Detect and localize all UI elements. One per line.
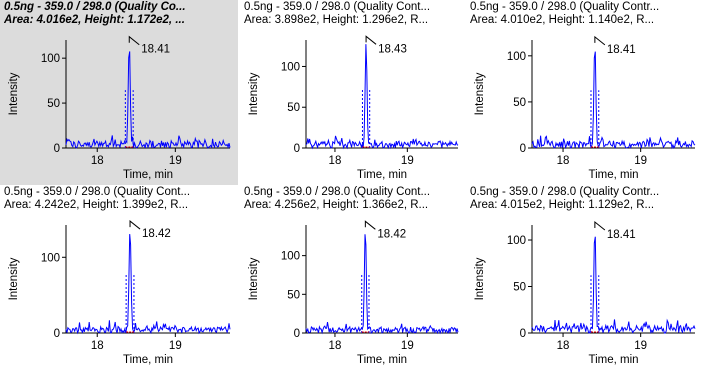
chromatogram-panel[interactable]: 0.5ng - 359.0 / 298.0 (Quality Contr... A… [466,0,701,185]
chromatogram-panel[interactable]: 0.5ng - 359.0 / 298.0 (Quality Cont... Ar… [240,185,464,370]
x-tick-label: 19 [401,340,414,352]
peak-label: 18.41 [607,229,636,241]
y-tick-label: 0 [520,328,526,340]
chromatogram-panel[interactable]: 0.5ng - 359.0 / 298.0 (Quality Co... Area… [0,0,238,185]
plot-axes [305,40,458,149]
y-axis-label: Intensity [474,72,486,116]
plot-axes [531,225,695,334]
x-tick-label: 18 [329,340,342,352]
x-tick-label: 19 [169,155,182,167]
chromatogram-plot[interactable]: 0 50 100 18 19 18.41 [0,0,238,185]
y-tick-label: 100 [41,53,60,65]
peak-marker [594,220,606,231]
y-tick-label: 100 [41,252,60,264]
y-tick-label: 0 [294,328,300,340]
chromatogram-panel[interactable]: 0.5ng - 359.0 / 298.0 (Quality Cont... Ar… [240,0,464,185]
y-axis-label: Intensity [248,257,260,301]
x-tick-label: 19 [634,155,647,167]
y-tick-label: 50 [513,282,526,294]
chromatogram-panel[interactable]: 0.5ng - 359.0 / 298.0 (Quality Cont... Ar… [0,185,238,370]
y-axis-label: Intensity [8,72,20,116]
x-axis-label: Time, min [588,354,639,366]
peak-marker [364,220,376,230]
chromatogram-trace [531,51,696,150]
chromatogram-trace [305,44,459,150]
x-tick-label: 19 [401,155,414,167]
x-tick-label: 18 [329,155,342,167]
x-tick-label: 18 [557,155,570,167]
x-tick-label: 18 [557,340,570,352]
x-tick-label: 19 [634,340,647,352]
chromatogram-trace [65,51,231,149]
peak-marker [129,220,141,230]
chromatogram-plot[interactable]: 0 50 100 18 19 18.41 [466,0,701,185]
peak-marker [594,35,606,46]
chromatogram-panel[interactable]: 0.5ng - 359.0 / 298.0 (Quality Contr... A… [466,185,701,370]
peak-label: 18.43 [378,43,407,55]
x-tick-label: 19 [169,340,182,352]
y-tick-label: 0 [520,143,526,155]
chromatogram-plot[interactable]: 0 100 18 19 18.42 [0,185,238,370]
chromatogram-plot[interactable]: 0 50 100 18 19 18.41 [466,185,701,370]
x-axis-label: Time, min [356,169,408,181]
peak-label: 18.42 [377,228,406,240]
peak-marker [128,35,140,46]
peak-marker [365,35,377,45]
y-axis-label: Intensity [8,257,20,301]
y-tick-label: 100 [281,251,300,263]
chromatogram-trace [531,236,696,334]
x-axis-label: Time, min [588,169,639,181]
chromatogram-trace [65,234,231,335]
x-axis-label: Time, min [356,354,408,366]
y-tick-label: 0 [54,143,60,155]
plot-axes [531,40,695,149]
y-tick-label: 100 [507,235,526,247]
y-axis-label: Intensity [248,72,260,116]
y-tick-label: 0 [294,143,300,155]
chromatogram-trace [305,234,459,335]
y-tick-label: 50 [513,97,526,109]
x-tick-label: 18 [91,155,104,167]
y-axis-label: Intensity [474,257,486,301]
chromatogram-plot[interactable]: 0 50 100 18 19 18.43 [240,0,464,185]
peak-label: 18.41 [607,44,636,56]
y-tick-label: 100 [281,61,300,73]
x-axis-label: Time, min [122,354,174,366]
plot-axes [65,40,230,149]
y-tick-label: 0 [54,328,60,340]
plot-axes [65,225,230,334]
y-tick-label: 50 [287,102,300,114]
x-axis-label: Time, min [122,169,174,181]
x-tick-label: 18 [91,340,104,352]
y-tick-label: 50 [47,98,60,110]
y-tick-label: 50 [287,289,300,301]
chromatogram-plot[interactable]: 0 50 100 18 19 18.42 [240,185,464,370]
y-tick-label: 100 [507,51,526,63]
peak-label: 18.41 [141,44,170,56]
plot-axes [305,225,458,334]
peak-label: 18.42 [142,228,171,240]
